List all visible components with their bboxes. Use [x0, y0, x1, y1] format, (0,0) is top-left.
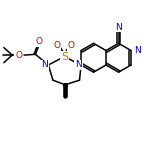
Text: N: N: [115, 22, 122, 32]
Text: N: N: [134, 46, 141, 55]
Text: N: N: [42, 60, 48, 69]
Text: O: O: [54, 41, 61, 50]
Text: O: O: [15, 51, 22, 60]
Text: N: N: [75, 60, 82, 69]
Text: O: O: [36, 37, 43, 46]
Text: O: O: [68, 41, 75, 50]
Text: S: S: [61, 52, 68, 62]
